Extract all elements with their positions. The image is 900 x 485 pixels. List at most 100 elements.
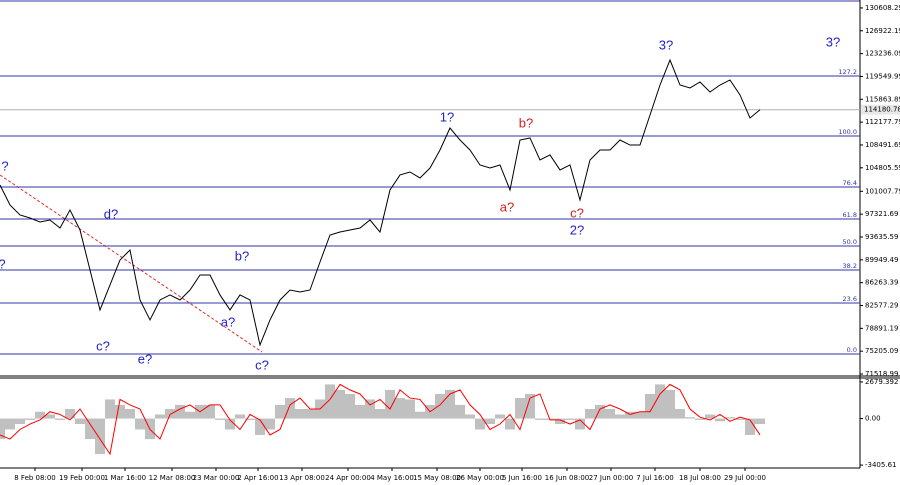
histogram-bar: [405, 399, 415, 419]
x-tick-label: 19 Feb 00:00: [59, 474, 105, 482]
fib-label: 76.4: [843, 179, 857, 187]
wave-label: c?: [96, 338, 110, 353]
histogram-bar: [265, 418, 275, 430]
histogram-bar: [175, 404, 185, 419]
x-tick-label: 8 Feb 08:00: [14, 474, 55, 482]
y-tick-label: 89949.49: [865, 256, 898, 264]
x-tick-label: 26 May 00:00: [456, 474, 504, 482]
histogram-bar: [5, 418, 15, 430]
histogram-bar: [585, 409, 595, 419]
histogram-bar: [285, 398, 295, 419]
histogram-bar: [725, 417, 735, 419]
fib-label: 61.8: [843, 211, 857, 219]
histogram-bar: [155, 414, 165, 419]
x-tick-label: 13 Apr 08:00: [279, 474, 325, 482]
histogram-bar: [15, 418, 25, 425]
histogram-bar: [205, 404, 215, 419]
histogram-bar: [445, 389, 455, 419]
histogram-bar: [675, 409, 685, 419]
y-tick-label: 112177.79: [865, 118, 900, 126]
histogram-bar: [495, 414, 505, 419]
wave-label: d?: [104, 206, 118, 221]
y-tick-label: 101007.79: [865, 187, 900, 195]
histogram-bar: [255, 418, 265, 435]
x-tick-label: 27 Jun 00:00: [589, 474, 633, 482]
histogram-bar: [435, 393, 445, 419]
wave-label: a?: [500, 199, 514, 214]
x-tick-label: 16 Jun 08:00: [545, 474, 589, 482]
y-tick-label: 2679.392: [865, 378, 898, 386]
wave-label: 2?: [570, 222, 584, 237]
histogram-bar: [735, 418, 745, 420]
y-tick-label: 126922.19: [865, 27, 900, 35]
x-tick-label: 29 Jul 00:00: [724, 474, 766, 482]
histogram-bar: [275, 404, 285, 419]
wave-label: 1?: [440, 109, 454, 124]
histogram-bar: [335, 389, 345, 419]
histogram-bar: [505, 418, 515, 430]
x-tick-label: 2 Apr 16:00: [237, 474, 278, 482]
last-price-label: 114180.78: [864, 106, 900, 114]
histogram-bar: [485, 418, 495, 425]
histogram-bar: [245, 418, 255, 420]
fib-label: 38.2: [843, 262, 857, 270]
y-tick-label: 108491.69: [865, 141, 900, 149]
histogram-bar: [385, 389, 395, 419]
x-tick-label: 7 Jul 16:00: [636, 474, 674, 482]
histogram-bar: [715, 418, 725, 422]
wave-label: b?: [235, 248, 249, 263]
y-tick-label: 130608.29: [865, 4, 900, 12]
histogram-bar: [685, 417, 695, 419]
histogram-bar: [105, 399, 115, 419]
histogram-bar: [125, 409, 135, 419]
y-tick-label: 82577.29: [865, 302, 898, 310]
wave-label: 3?: [659, 37, 673, 52]
fib-label: 0.0: [847, 346, 857, 354]
wave-label: c?: [255, 357, 269, 372]
y-tick-label: 86263.39: [865, 279, 898, 287]
fib-label: 127.2: [838, 68, 857, 76]
wave-label: c?: [570, 205, 584, 220]
histogram-bar: [55, 418, 65, 420]
y-tick-label: 75205.09: [865, 347, 898, 355]
y-tick-label: 71518.99: [865, 370, 898, 378]
histogram-bar: [755, 418, 765, 425]
y-tick-label: 119549.99: [865, 72, 900, 80]
histogram-bar: [465, 414, 475, 419]
x-tick-label: 4 May 16:00: [370, 474, 414, 482]
signal-line: [0, 383, 761, 456]
histogram-bar: [235, 414, 245, 419]
x-tick-label: 5 Jun 16:00: [502, 474, 542, 482]
fib-label: 50.0: [843, 238, 857, 246]
wave-label: ?: [0, 256, 6, 271]
histogram-bar: [305, 409, 315, 419]
histogram-bar: [115, 404, 125, 419]
histogram-bar: [515, 398, 525, 419]
histogram-bar: [705, 414, 715, 419]
x-tick-label: 12 Mar 08:00: [149, 474, 196, 482]
histogram-bar: [535, 418, 545, 420]
histogram-bar: [215, 418, 225, 420]
histogram-bar: [325, 384, 335, 419]
histogram-bar: [375, 409, 385, 419]
histogram-bar: [95, 418, 105, 455]
x-tick-label: 1 Mar 16:00: [104, 474, 146, 482]
histogram-bar: [475, 418, 485, 430]
wave-label: e?: [138, 351, 152, 366]
histogram-bar: [635, 411, 645, 419]
y-tick-label: 97321.69: [865, 210, 898, 218]
histogram-bar: [695, 418, 705, 420]
histogram-bar: [345, 393, 355, 419]
histogram-bar: [75, 418, 85, 425]
y-tick-label: 93635.59: [865, 233, 898, 241]
y-tick-label: 115863.89: [865, 95, 900, 103]
histogram-bar: [645, 393, 655, 419]
histogram-bar: [165, 409, 175, 419]
histogram-bar: [295, 409, 305, 419]
histogram-bar: [555, 418, 565, 425]
y-tick-label: -3405.61: [865, 461, 896, 469]
histogram-bar: [595, 404, 605, 419]
histogram-bar: [615, 414, 625, 419]
x-tick-label: 23 Mar 00:00: [193, 474, 240, 482]
